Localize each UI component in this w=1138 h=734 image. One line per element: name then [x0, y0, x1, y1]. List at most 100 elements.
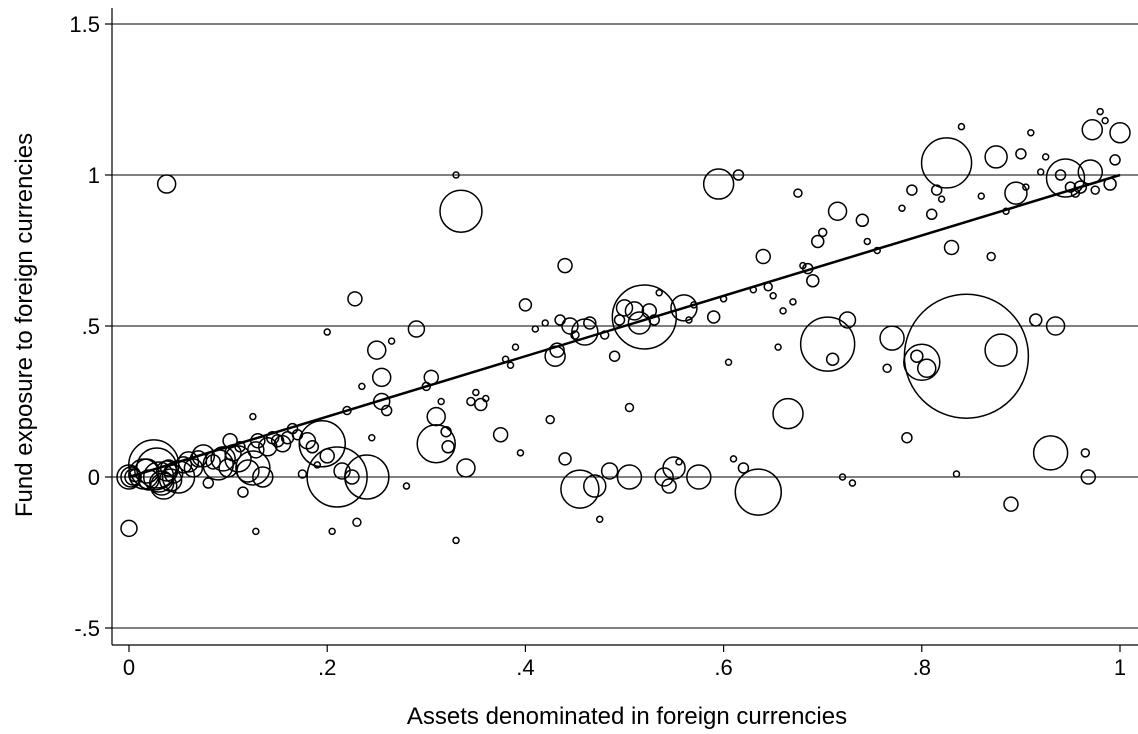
- scatter-point: [373, 368, 391, 386]
- scatter-point: [427, 408, 445, 426]
- scatter-point: [953, 471, 959, 477]
- scatter-point: [546, 416, 554, 424]
- scatter-point: [1004, 497, 1018, 511]
- scatter-point: [559, 453, 571, 465]
- scatter-point: [408, 321, 424, 337]
- scatter-point: [945, 240, 959, 254]
- scatter-point: [790, 299, 796, 305]
- scatter-point: [1038, 169, 1044, 175]
- tick-labels: -.5 0 .5 1 1.5 0 .2 .4 .6 .8 1: [69, 12, 1126, 680]
- scatter-point: [978, 193, 984, 199]
- scatter-point: [417, 425, 455, 463]
- axes: [105, 8, 1138, 652]
- y-tick-label: 0: [88, 465, 100, 490]
- scatter-point: [475, 399, 487, 411]
- scatter-point: [1028, 130, 1034, 136]
- y-tick-label: 1.5: [69, 12, 100, 37]
- scatter-point: [248, 442, 264, 458]
- scatter-point: [457, 459, 475, 477]
- scatter-point: [780, 308, 786, 314]
- scatter-point: [368, 341, 386, 359]
- scatter-point: [329, 528, 335, 534]
- scatter-point: [731, 456, 737, 462]
- scatter-point: [704, 169, 734, 199]
- scatter-point: [827, 353, 839, 365]
- x-tick-label: 0: [123, 655, 135, 680]
- scatter-point: [918, 359, 936, 377]
- scatter-point: [532, 326, 538, 332]
- scatter-point: [517, 450, 523, 456]
- scatter-point: [519, 299, 531, 311]
- y-tick-label: .5: [82, 314, 100, 339]
- scatter-point: [907, 185, 917, 195]
- x-tick-label: 1: [1114, 655, 1126, 680]
- scatter-point: [985, 334, 1017, 366]
- scatter-point: [348, 292, 362, 306]
- scatter-point: [612, 285, 676, 349]
- scatter-point: [369, 435, 375, 441]
- scatter-point: [555, 315, 565, 325]
- scatter-point: [238, 487, 248, 497]
- scatter-point: [453, 537, 459, 543]
- scatter-point: [927, 209, 937, 219]
- scatter-point: [819, 228, 827, 236]
- scatter-point: [203, 478, 213, 488]
- scatter-point: [1097, 109, 1103, 115]
- scatter-point: [985, 146, 1007, 168]
- scatter-point: [508, 362, 514, 368]
- scatter-point: [883, 364, 891, 372]
- scatter-point: [987, 253, 995, 261]
- scatter-point: [1091, 186, 1099, 194]
- scatter-point: [708, 311, 720, 323]
- scatter-point: [253, 528, 259, 534]
- scatter-point: [324, 329, 330, 335]
- x-tick-label: .2: [318, 655, 336, 680]
- scatter-point: [442, 441, 454, 453]
- scatter-point: [438, 399, 444, 405]
- scatter-point: [807, 275, 819, 287]
- scatter-point: [440, 190, 482, 232]
- scatter-point: [676, 459, 682, 465]
- scatter-point: [597, 516, 603, 522]
- scatter-point: [1081, 449, 1089, 457]
- scatter-point: [958, 124, 964, 130]
- x-tick-label: .8: [913, 655, 931, 680]
- scatter-point: [656, 290, 662, 296]
- scatter-point: [1110, 155, 1120, 165]
- scatter-point: [1082, 120, 1102, 140]
- y-tick-label: -.5: [74, 616, 100, 641]
- scatter-point: [542, 320, 548, 326]
- y-axis-title: Fund exposure to foreign currencies: [11, 133, 38, 517]
- scatter-point: [359, 383, 365, 389]
- scatter-point: [773, 399, 803, 429]
- scatter-point: [610, 351, 620, 361]
- scatter-point: [726, 359, 732, 365]
- scatter-point: [1030, 314, 1042, 326]
- scatter-point: [1102, 118, 1108, 124]
- scatter-point: [735, 469, 781, 515]
- x-tick-label: .4: [516, 655, 534, 680]
- scatter-point: [121, 520, 137, 536]
- scatter-point: [1016, 149, 1026, 159]
- scatter-point: [1034, 436, 1068, 470]
- scatter-point: [829, 202, 847, 220]
- x-tick-label: .6: [714, 655, 732, 680]
- x-axis-title: Assets denominated in foreign currencies: [407, 703, 847, 730]
- scatter-point: [849, 480, 855, 486]
- scatter-point: [512, 344, 518, 350]
- scatter-point: [899, 205, 905, 211]
- scatter-point: [494, 428, 508, 442]
- scatter-point: [794, 189, 802, 197]
- scatter-point: [467, 398, 475, 406]
- scatter-point: [770, 293, 776, 299]
- scatter-point: [756, 250, 770, 264]
- scatter-point: [473, 389, 479, 395]
- y-tick-label: 1: [88, 163, 100, 188]
- scatter-point: [558, 259, 572, 273]
- scatter-point: [1043, 154, 1049, 160]
- scatter-point: [403, 483, 409, 489]
- scatter-point: [939, 196, 945, 202]
- scatter-point: [250, 414, 256, 420]
- scatter-point: [880, 326, 904, 350]
